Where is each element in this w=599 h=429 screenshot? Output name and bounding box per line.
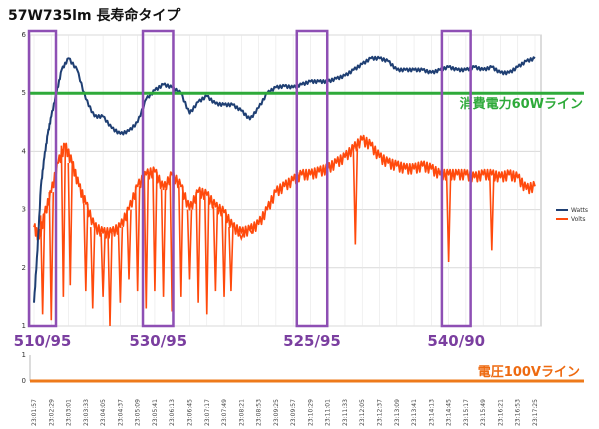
volts-dip <box>212 206 219 292</box>
volts-dip <box>228 227 234 292</box>
y-tick-label: 2 <box>22 264 26 272</box>
annotation-box <box>295 29 329 328</box>
volts-dip <box>186 209 193 280</box>
annotation-box-label: 510/95 <box>14 332 72 350</box>
annotation-box <box>141 29 175 328</box>
legend-label-volts: Volts <box>571 216 585 223</box>
volts-dip <box>489 174 495 251</box>
volts-dip <box>100 232 106 297</box>
x-tick-label: 23:16:21 <box>497 399 504 426</box>
volts-dip <box>221 212 227 297</box>
x-tick-label: 23:14:45 <box>446 399 453 426</box>
volts-dip <box>203 195 210 315</box>
reference-label-60w: 消費電力60Wライン <box>460 96 583 112</box>
reference-label-100v: 電圧100Vライン <box>478 365 580 380</box>
x-tick-label: 23:03:01 <box>66 399 73 426</box>
annotation-boxes: 510/95 530/95 525/95 540/90 <box>14 29 485 350</box>
volts-dip <box>67 163 74 286</box>
x-tick-label: 23:09:25 <box>273 399 280 426</box>
x-tick-label: 23:04:05 <box>100 399 107 426</box>
x-tick-label: 23:09:57 <box>290 399 297 426</box>
x-tick-label: 23:03:33 <box>83 399 90 426</box>
grid <box>29 34 542 382</box>
legend: Watts Volts <box>556 207 588 223</box>
x-tick-label: 23:15:49 <box>480 399 487 426</box>
x-axis: 23:01:57 23:02:29 23:03:01 23:03:33 23:04:05… <box>31 399 539 426</box>
volts-dip <box>39 215 46 315</box>
y-tick-label: 1 <box>22 322 26 330</box>
lower-y-tick-label: 0 <box>22 377 26 385</box>
series-layer <box>33 55 536 327</box>
x-tick-label: 23:12:37 <box>377 399 384 426</box>
x-tick-label: 23:17:25 <box>532 399 539 426</box>
x-tick-label: 23:13:09 <box>394 399 401 426</box>
x-tick-label: 23:01:57 <box>31 399 38 426</box>
y-tick-label: 3 <box>22 206 26 214</box>
volts-dip <box>152 171 158 292</box>
x-tick-label: 23:11:01 <box>325 399 332 426</box>
x-tick-label: 23:11:33 <box>342 399 349 426</box>
volts-dip <box>178 186 184 297</box>
volts-dip <box>445 174 452 262</box>
volts-dip <box>160 189 167 297</box>
volts-dip <box>352 148 359 245</box>
volts-dip <box>107 232 113 327</box>
y-axis: 1 2 3 4 5 6 0 1 <box>22 31 27 385</box>
volts-dip <box>195 192 201 303</box>
x-tick-label: 23:14:13 <box>428 399 435 426</box>
x-tick-label: 23:12:05 <box>359 399 366 426</box>
x-tick-label: 23:05:09 <box>135 399 142 426</box>
x-tick-label: 23:04:37 <box>117 399 124 426</box>
x-tick-label: 23:08:21 <box>238 399 245 426</box>
volts-dip <box>249 229 255 235</box>
x-tick-label: 23:02:29 <box>48 399 55 426</box>
volts-dip <box>83 203 89 292</box>
volts-dip <box>89 227 96 309</box>
x-tick-label: 23:05:41 <box>152 399 159 426</box>
annotation-box <box>27 29 58 328</box>
x-tick-label: 23:10:29 <box>307 399 314 426</box>
x-tick-label: 23:08:53 <box>256 399 263 426</box>
x-tick-label: 23:13:41 <box>411 399 418 426</box>
series-volts-line <box>33 134 536 241</box>
volts-dip <box>60 145 67 297</box>
volts-dip <box>126 209 132 280</box>
volts-dip <box>117 227 124 303</box>
y-tick-label: 4 <box>22 147 27 155</box>
y-tick-label: 6 <box>22 31 27 39</box>
legend-label-watts: Watts <box>571 207 588 214</box>
x-tick-label: 23:16:53 <box>515 399 522 426</box>
x-tick-label: 23:06:45 <box>186 399 193 426</box>
lower-y-tick-label: 1 <box>22 351 26 359</box>
annotation-box-label: 525/95 <box>283 332 341 350</box>
x-tick-label: 23:07:49 <box>221 399 228 426</box>
chart-title: 57W735lm 長寿命タイプ <box>8 7 181 24</box>
annotation-box <box>440 29 472 328</box>
x-tick-label: 23:07:17 <box>204 399 211 426</box>
annotation-box-label: 530/95 <box>129 332 187 350</box>
x-tick-label: 23:06:13 <box>169 399 176 426</box>
volts-dip <box>48 192 55 321</box>
annotation-box-label: 540/90 <box>427 332 485 350</box>
x-tick-label: 23:15:17 <box>463 399 470 426</box>
volts-dip <box>238 232 245 242</box>
volts-dip <box>134 186 141 292</box>
y-tick-label: 5 <box>22 89 26 97</box>
volts-dip <box>143 174 150 309</box>
